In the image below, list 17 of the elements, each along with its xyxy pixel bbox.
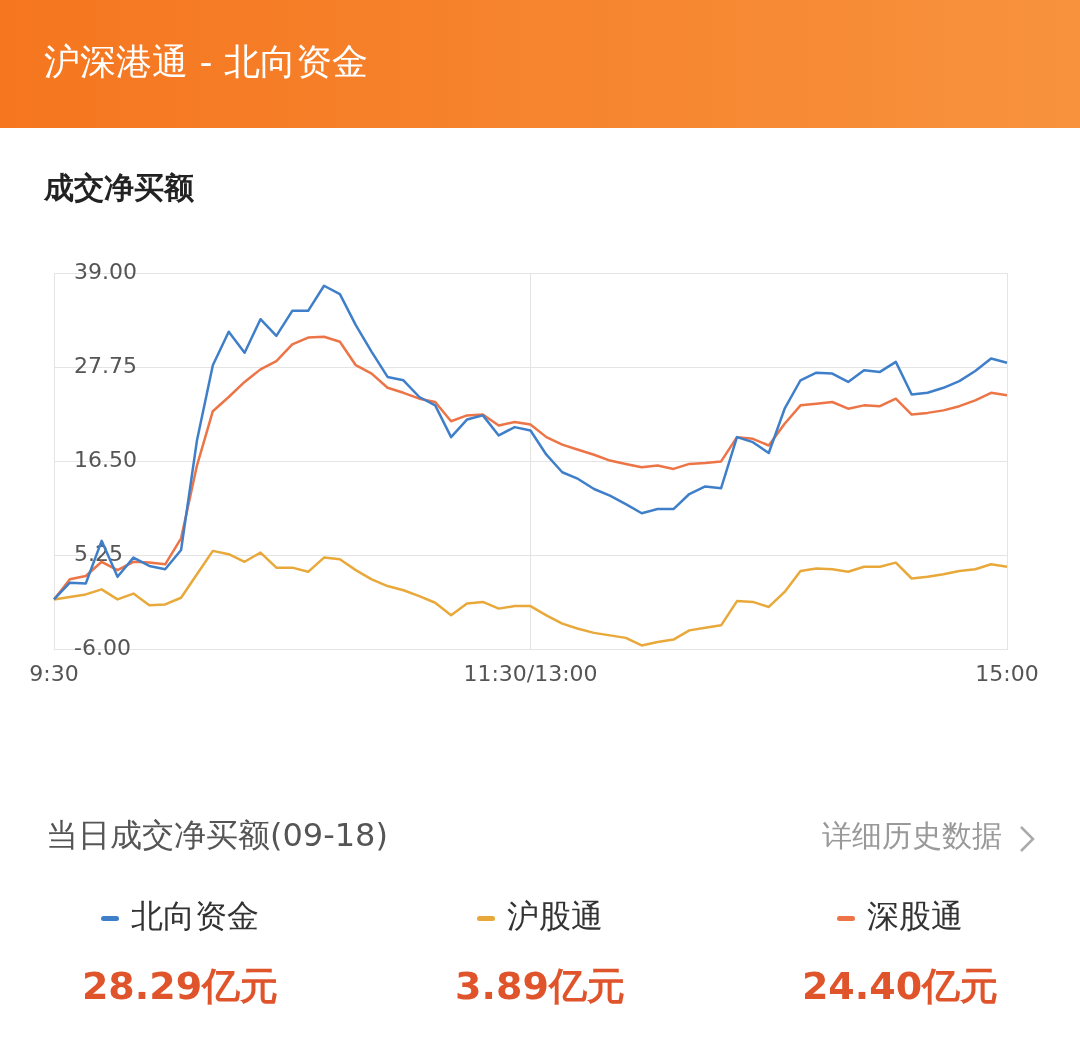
y-tick-label: -6.00: [74, 635, 131, 661]
legend-label: 北向资金: [131, 897, 259, 935]
text: 当日成交净买额(09-18): [46, 815, 388, 856]
y-tick-label: 39.00: [74, 258, 137, 284]
legend-label: 沪股通: [507, 897, 603, 935]
x-tick-label: 9:30: [29, 660, 79, 686]
y-tick-label: 27.75: [74, 353, 137, 379]
x-tick-label: 11:30/13:00: [463, 660, 598, 686]
y-tick-label: 16.50: [74, 447, 137, 473]
text: 28.29亿元: [80, 963, 280, 1010]
x-tick-label: 15:00: [975, 660, 1039, 686]
text: 24.40亿元: [800, 963, 1000, 1010]
chart-title: 沪深港通 - 北向资金: [44, 40, 368, 84]
text: 3.89亿元: [454, 963, 626, 1010]
chart-subtitle: 成交净买额: [44, 169, 194, 207]
text: 详细历史数据: [822, 817, 1002, 855]
legend-label: 深股通: [867, 897, 963, 935]
